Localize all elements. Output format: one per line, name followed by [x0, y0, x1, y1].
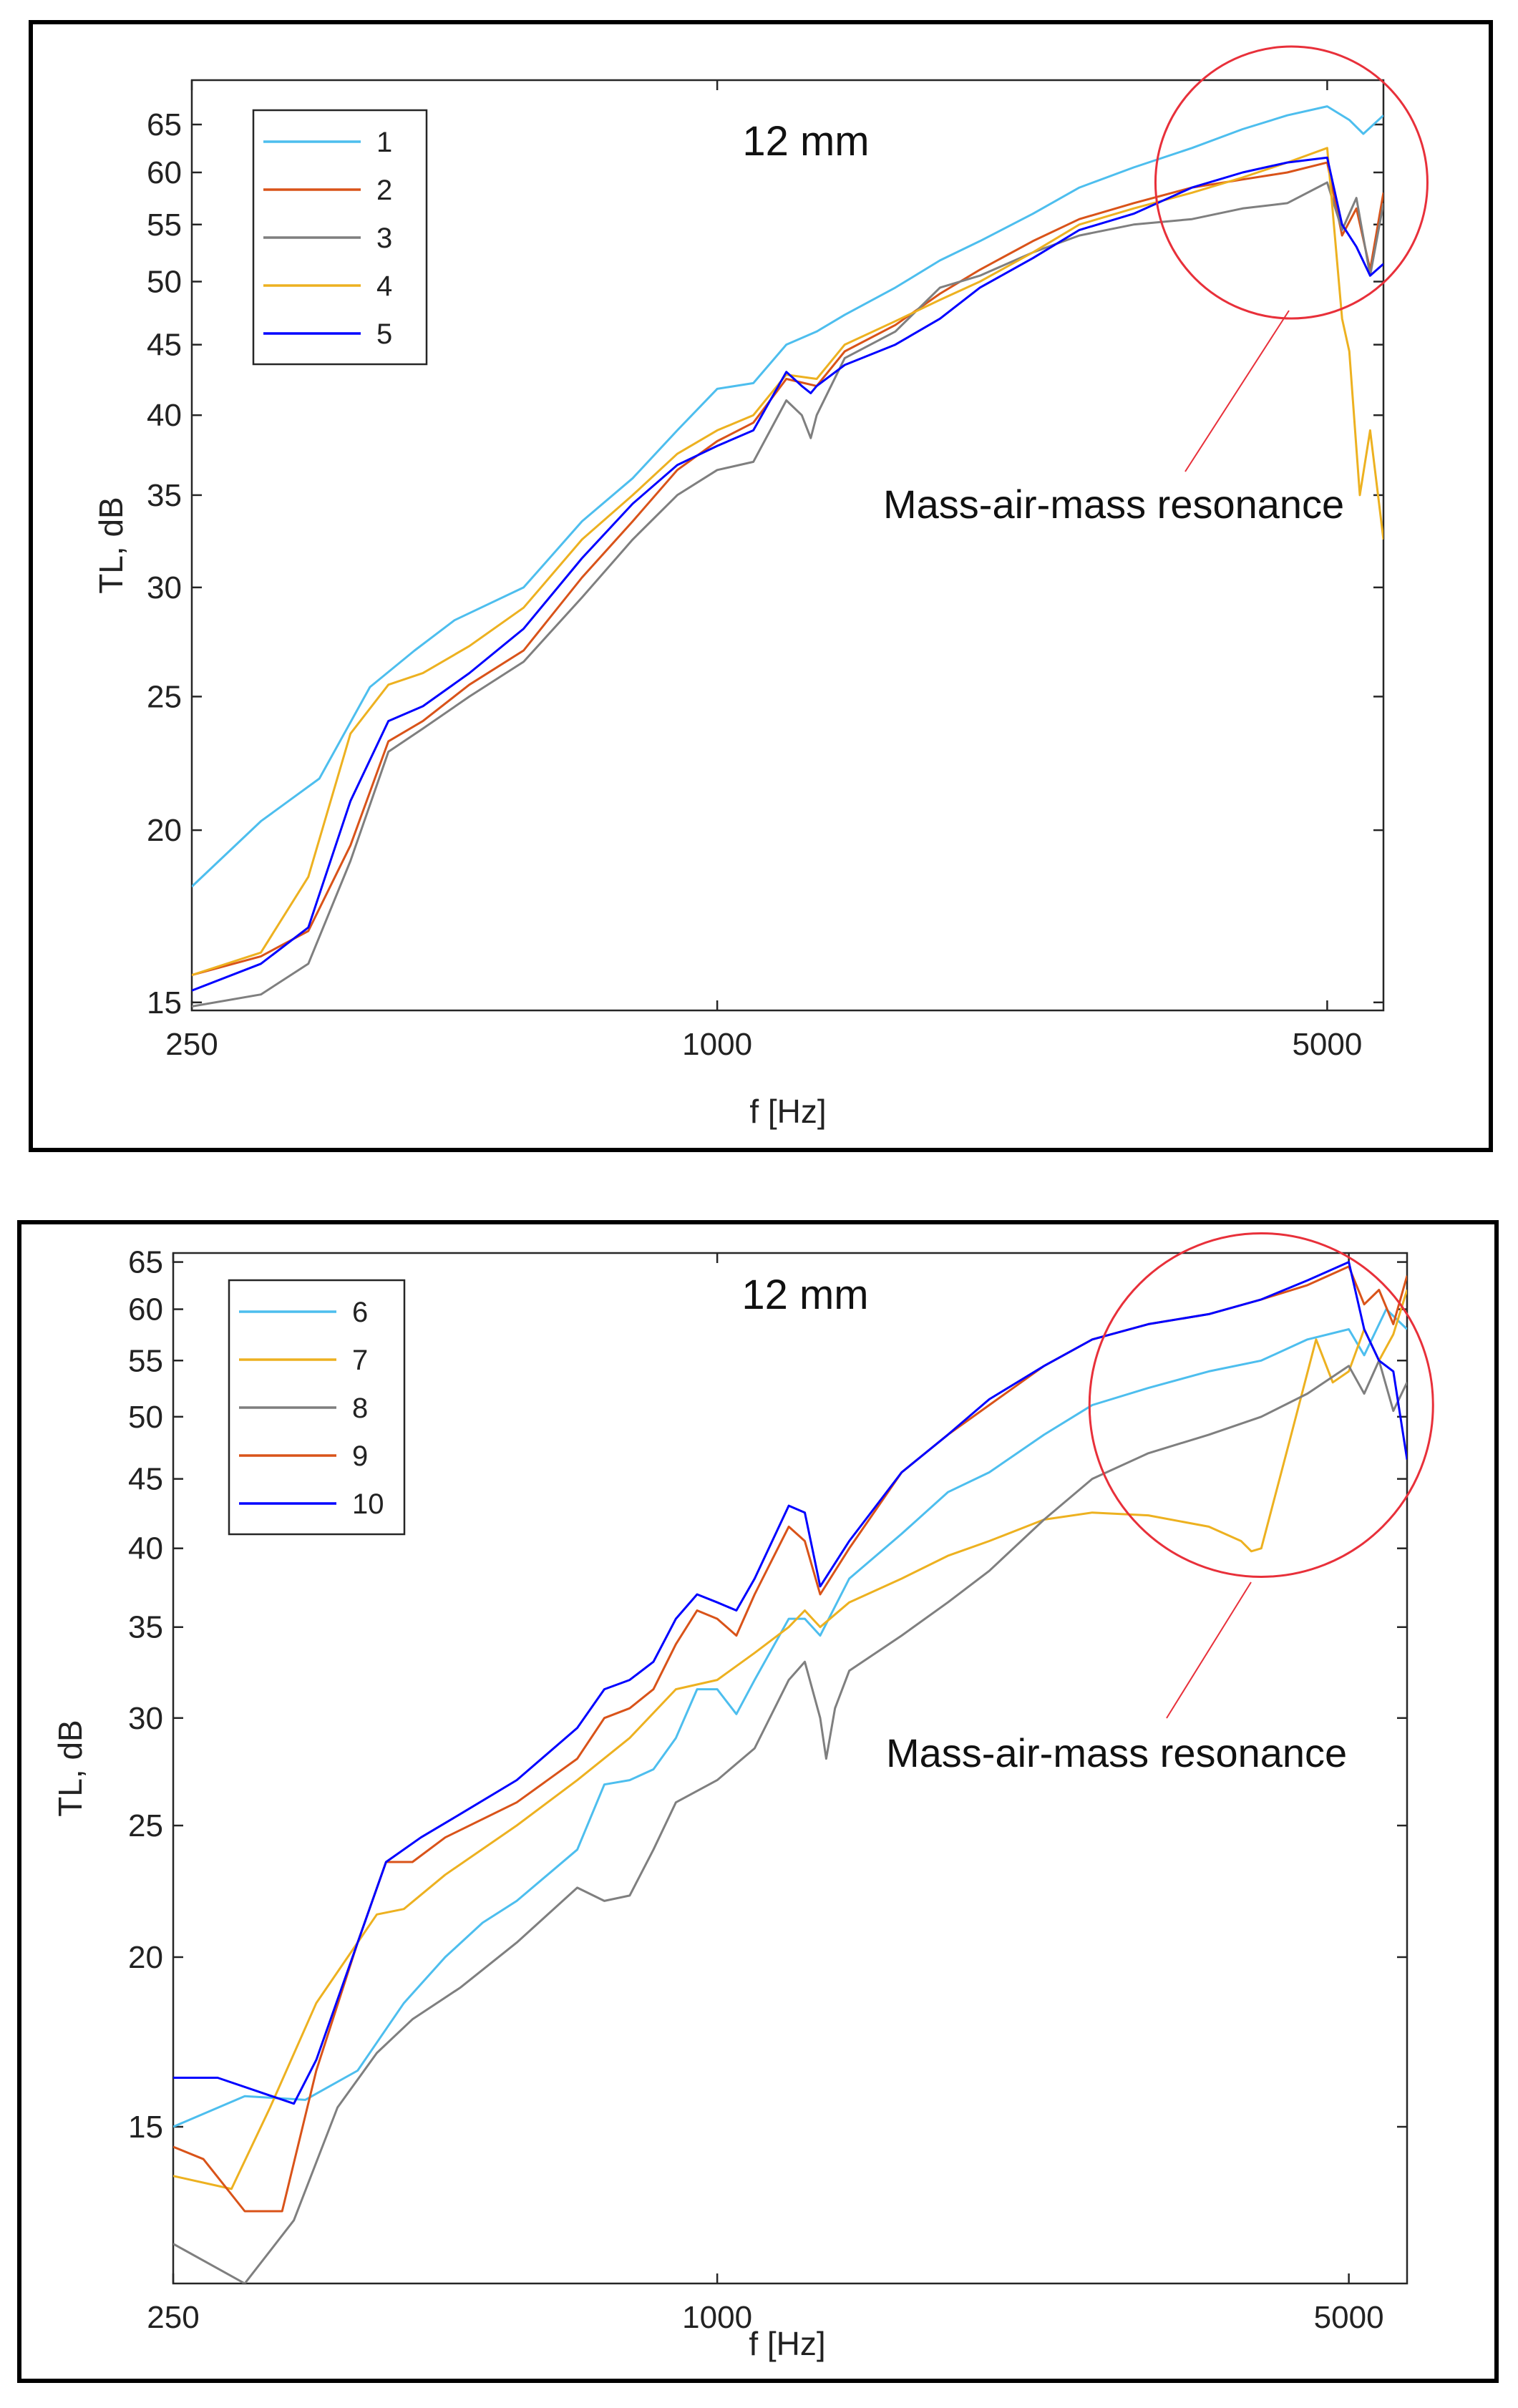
top-annotation-pointer: [1184, 310, 1290, 472]
bottom-y-tick-label: 35: [128, 1610, 163, 1645]
chart-panel-top: 250 1000 5000 15 20 25 30 35 40 45 50 55 60 65 f [Hz] T…: [29, 20, 1493, 1152]
top-x-tick-label: 250: [165, 1027, 218, 1062]
bottom-x-tick-label: 1000: [682, 2300, 752, 2335]
top-y-tick-label: 25: [147, 679, 182, 714]
bottom-legend-label-8: 8: [352, 1393, 368, 1424]
bottom-series-line-10: [173, 1261, 1407, 2105]
top-y-axis-label: TL, dB: [92, 497, 130, 594]
bottom-x-tick-label: 5000: [1314, 2300, 1384, 2335]
top-legend-label-4: 4: [376, 270, 392, 302]
bottom-y-tick-label: 60: [128, 1292, 163, 1327]
top-series-line-2: [192, 161, 1383, 977]
top-y-tick-label: 50: [147, 265, 182, 300]
top-x-tick-label: 1000: [682, 1027, 752, 1062]
bottom-x-axis-label: f [Hz]: [749, 2325, 825, 2362]
top-series-line-3: [192, 181, 1383, 1008]
top-chart-title: 12 mm: [742, 118, 869, 165]
bottom-x-tick-label: 250: [147, 2300, 199, 2335]
top-x-tick-label: 5000: [1292, 1027, 1362, 1062]
bottom-y-tick-label: 50: [128, 1400, 163, 1435]
bottom-y-tick-label: 65: [128, 1245, 163, 1280]
bottom-y-tick-label: 40: [128, 1531, 163, 1566]
chart-bottom: 250 1000 5000 15 20 25 30 35 40 45 50 55 60 65 f [Hz] T…: [52, 1232, 1434, 2362]
bottom-legend-label-10: 10: [352, 1488, 384, 1520]
bottom-y-tick-label: 15: [128, 2110, 163, 2145]
top-y-tick-label: 35: [147, 478, 182, 513]
top-x-axis-label: f [Hz]: [749, 1093, 826, 1130]
bottom-y-tick-label: 30: [128, 1701, 163, 1736]
top-y-tick-label: 40: [147, 398, 182, 433]
bottom-annotation-text: Mass-air-mass resonance: [886, 1730, 1347, 1775]
top-resonance-circle: [1154, 45, 1429, 320]
bottom-series-group: [173, 1261, 1407, 2283]
top-annotation-text: Mass-air-mass resonance: [883, 482, 1344, 527]
bottom-series-line-6: [173, 1308, 1407, 2128]
top-legend-label-2: 2: [376, 175, 392, 206]
top-series-line-5: [192, 156, 1383, 992]
bottom-legend-label-9: 9: [352, 1441, 368, 1472]
top-y-tick-label: 30: [147, 570, 182, 605]
bottom-y-tick-label: 25: [128, 1808, 163, 1843]
top-y-tick-label: 15: [147, 985, 182, 1020]
bottom-annotation-pointer: [1166, 1581, 1252, 1719]
bottom-chart-title: 12 mm: [741, 1272, 868, 1318]
top-y-tick-label: 65: [147, 107, 182, 142]
bottom-y-tick-label: 45: [128, 1462, 163, 1497]
bottom-series-line-7: [173, 1290, 1407, 2190]
bottom-y-tick-label: 55: [128, 1343, 163, 1378]
top-legend-label-3: 3: [376, 223, 392, 254]
bottom-legend-label-7: 7: [352, 1345, 368, 1376]
top-series-group: [192, 105, 1383, 1008]
top-y-tick-label: 20: [147, 813, 182, 848]
top-series-line-4: [192, 147, 1383, 977]
bottom-y-axis-label: TL, dB: [52, 1720, 89, 1817]
bottom-y-tick-label: 20: [128, 1940, 163, 1975]
top-legend-label-1: 1: [376, 127, 392, 158]
top-y-tick-label: 45: [147, 328, 182, 363]
top-series-line-1: [192, 105, 1383, 888]
bottom-series-line-8: [173, 1359, 1407, 2283]
top-legend-label-5: 5: [376, 318, 392, 350]
chart-panel-bottom: 250 1000 5000 15 20 25 30 35 40 45 50 55 60 65 f [Hz] T…: [17, 1220, 1499, 2383]
bottom-resonance-circle: [1088, 1232, 1434, 1578]
top-y-tick-label: 60: [147, 155, 182, 190]
bottom-legend-label-6: 6: [352, 1297, 368, 1328]
top-y-tick-label: 55: [147, 208, 182, 243]
